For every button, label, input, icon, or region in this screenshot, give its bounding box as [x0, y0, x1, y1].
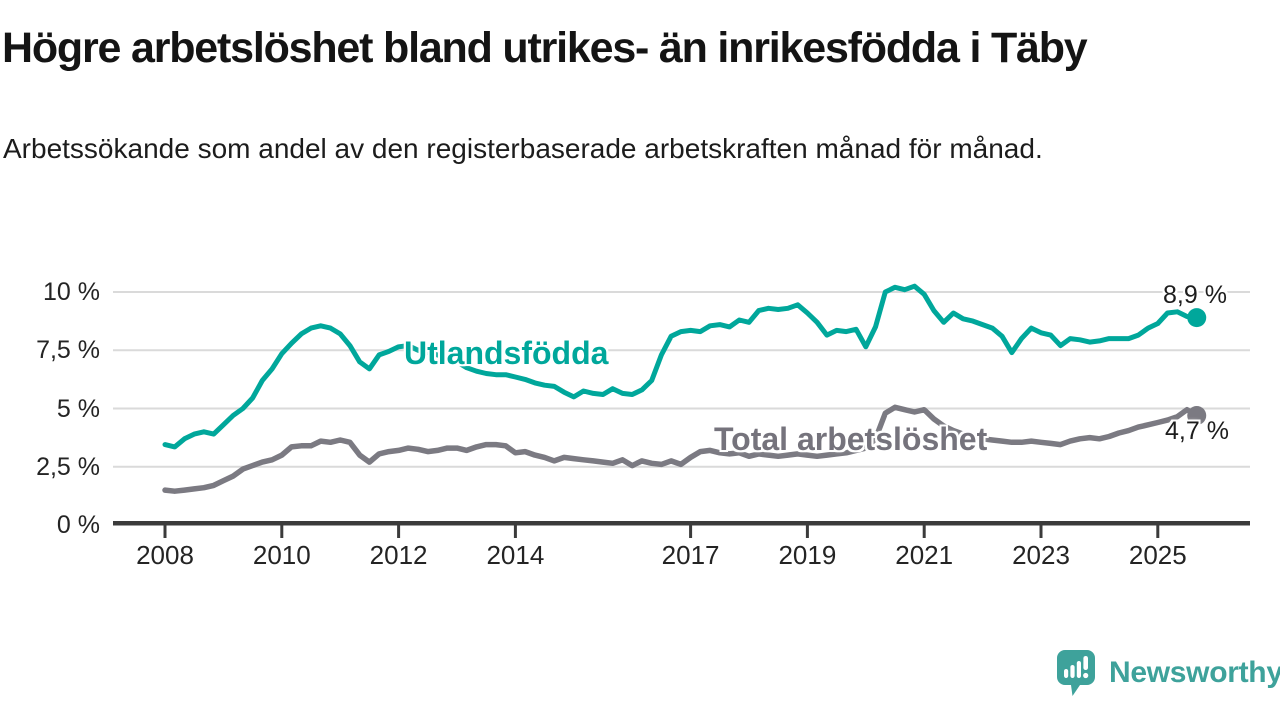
y-tick-label: 2,5 %	[36, 452, 100, 481]
x-axis-tick	[1039, 525, 1043, 538]
x-axis-tick	[513, 525, 517, 538]
chart-title: Högre arbetslöshet bland utrikes- än inr…	[2, 24, 1088, 72]
x-axis-tick	[922, 525, 926, 538]
end-value-label-utlandsfodda: 8,9 %	[1163, 281, 1227, 309]
newsworthy-logo[interactable]: Newsworthy	[1057, 650, 1280, 696]
x-tick-label: 2023	[1012, 540, 1070, 570]
x-axis-tick	[1156, 525, 1160, 538]
newsworthy-logo-icon	[1057, 650, 1095, 696]
newsworthy-logo-text: Newsworthy	[1109, 656, 1280, 689]
x-tick-label: 2014	[486, 540, 545, 570]
y-tick-label: 7,5 %	[36, 336, 100, 365]
x-axis-tick	[805, 525, 809, 538]
x-tick-label: 2017	[661, 540, 720, 570]
end-value-label-total: 4,7 %	[1165, 417, 1229, 445]
y-tick-label: 10 %	[43, 278, 100, 306]
x-axis-line	[113, 521, 1250, 526]
series-line-utlandsfodda	[162, 283, 1200, 450]
chart-subtitle: Arbetssökande som andel av den registerb…	[3, 133, 1043, 164]
series-label-utlandsfodda: Utlandsfödda	[404, 335, 609, 371]
series-end-dot-total	[1187, 405, 1207, 425]
x-axis-tick	[397, 525, 401, 538]
series-end-dot-utlandsfodda	[1187, 308, 1207, 328]
y-tick-label: 5 %	[56, 394, 100, 423]
x-axis-tick	[163, 525, 167, 538]
x-tick-label: 2025	[1128, 540, 1187, 570]
x-tick-label: 2008	[136, 540, 194, 570]
x-tick-label: 2019	[778, 540, 837, 570]
x-axis-tick	[689, 525, 693, 538]
series-line-total	[162, 404, 1200, 494]
x-tick-label: 2012	[369, 540, 428, 570]
series-label-total-arbetsloshet: Total arbetslöshet	[714, 421, 988, 457]
y-tick-label: 0 %	[56, 511, 100, 539]
x-tick-label: 2021	[895, 540, 954, 570]
x-tick-label: 2010	[252, 540, 311, 570]
x-axis-tick	[280, 525, 284, 538]
